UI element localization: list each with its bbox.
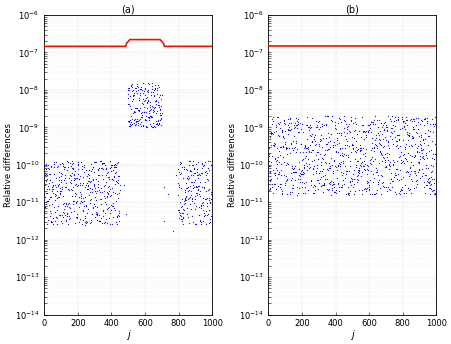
Y-axis label: Relative differences: Relative differences (4, 123, 13, 207)
X-axis label: j: j (351, 330, 354, 340)
Title: (b): (b) (345, 4, 359, 14)
Title: (a): (a) (121, 4, 135, 14)
X-axis label: j: j (127, 330, 129, 340)
Y-axis label: Relative differences: Relative differences (228, 123, 237, 207)
